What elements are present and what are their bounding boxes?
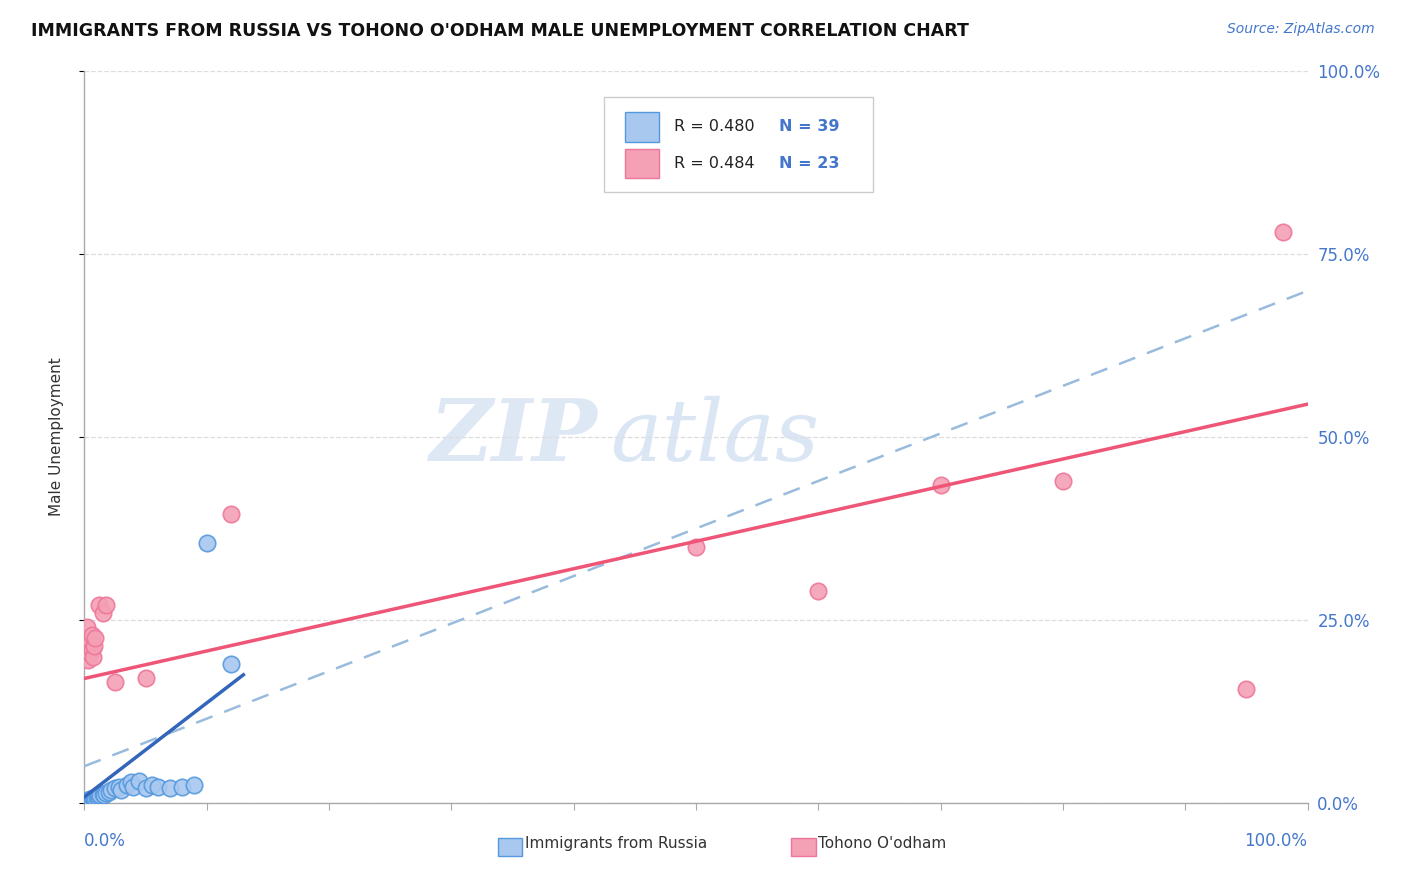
Point [195, 536, 218, 550]
Point [86, 789, 108, 804]
Point [76, 620, 98, 634]
Point [83, 639, 105, 653]
Point [80, 642, 103, 657]
Point [87, 789, 110, 804]
Point [75, 639, 97, 653]
Text: R = 0.484: R = 0.484 [673, 156, 755, 171]
Text: R = 0.480: R = 0.480 [673, 120, 755, 135]
Bar [498, 838, 522, 856]
Point [93, 788, 115, 802]
Text: ZIP: ZIP [430, 395, 598, 479]
Point [91, 787, 114, 801]
Y-axis label: Male Unemployment: Male Unemployment [49, 358, 63, 516]
Point [183, 778, 205, 792]
Point [128, 773, 150, 788]
Text: atlas: atlas [610, 396, 820, 478]
Text: 100.0%: 100.0% [1244, 832, 1308, 850]
Point [80, 794, 103, 808]
Point [80, 627, 103, 641]
Point [159, 781, 181, 796]
Point [87, 599, 110, 613]
Text: IMMIGRANTS FROM RUSSIA VS TOHONO O'ODHAM MALE UNEMPLOYMENT CORRELATION CHART: IMMIGRANTS FROM RUSSIA VS TOHONO O'ODHAM… [31, 22, 969, 40]
Text: Tohono O'odham: Tohono O'odham [818, 836, 946, 851]
Point [77, 794, 100, 808]
Point [77, 639, 100, 653]
Point [77, 795, 100, 809]
Point [97, 785, 120, 799]
Point [122, 780, 145, 794]
FancyBboxPatch shape [605, 97, 873, 192]
Point [91, 606, 114, 620]
Point [79, 646, 101, 660]
Point [929, 477, 952, 491]
Point [79, 792, 101, 806]
Point [96, 786, 118, 800]
Point [83, 792, 105, 806]
Point [100, 783, 122, 797]
Point [77, 635, 100, 649]
Point [807, 583, 830, 598]
Text: N = 23: N = 23 [779, 156, 839, 171]
Point [115, 778, 138, 792]
Point [75, 794, 97, 808]
Point [96, 599, 118, 613]
Point [219, 507, 242, 521]
Text: N = 39: N = 39 [779, 120, 839, 135]
Point [135, 672, 157, 686]
Point [76, 794, 98, 808]
Point [82, 791, 104, 805]
Bar [626, 112, 659, 142]
Point [110, 782, 132, 797]
Point [120, 775, 142, 789]
Point [1236, 682, 1258, 697]
Point [219, 657, 242, 671]
Point [76, 795, 98, 809]
Point [84, 632, 107, 646]
Bar [626, 149, 659, 178]
Point [172, 780, 194, 794]
Point [77, 653, 100, 667]
Point [1052, 474, 1074, 488]
Point [89, 789, 111, 803]
Point [84, 790, 107, 805]
Point [75, 795, 97, 809]
Text: Immigrants from Russia: Immigrants from Russia [524, 836, 707, 851]
Point [79, 794, 101, 808]
Bar [792, 838, 815, 856]
Point [82, 649, 104, 664]
Point [77, 793, 100, 807]
Text: 0.0%: 0.0% [84, 832, 127, 850]
Point [1272, 225, 1295, 239]
Point [146, 780, 169, 794]
Point [135, 781, 157, 796]
Point [77, 794, 100, 808]
Point [685, 540, 707, 554]
Point [87, 791, 110, 805]
Point [80, 793, 103, 807]
Point [104, 675, 127, 690]
Point [141, 778, 163, 792]
Point [107, 780, 129, 794]
Point [104, 781, 127, 796]
Text: Source: ZipAtlas.com: Source: ZipAtlas.com [1227, 22, 1375, 37]
